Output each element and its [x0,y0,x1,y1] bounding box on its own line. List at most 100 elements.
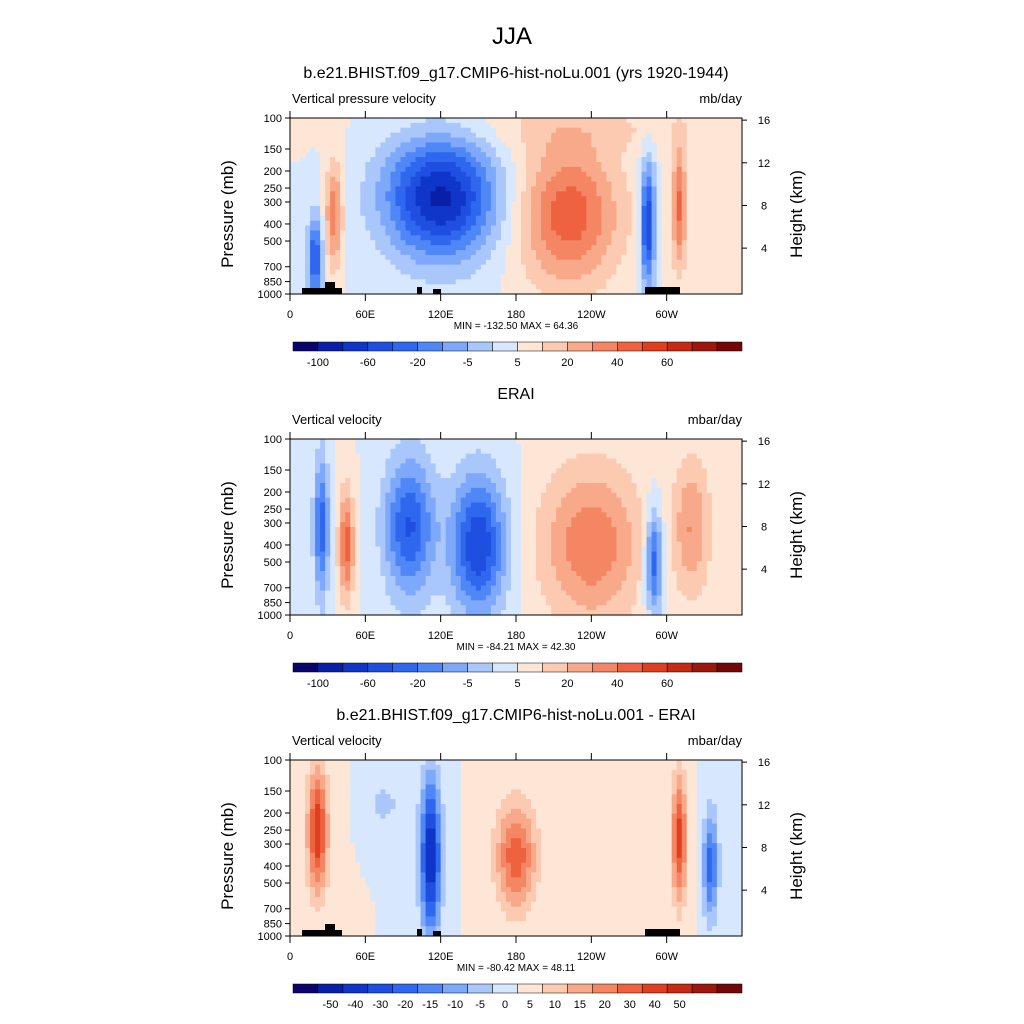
heatmap-cell [380,284,387,290]
heatmap-cell [556,157,562,163]
heatmap-cell [581,230,587,236]
heatmap-cell [736,215,743,222]
heatmap-cell [380,502,387,509]
heatmap-cell [470,279,477,285]
heatmap-cell [455,458,462,465]
heatmap-cell [425,453,432,460]
heatmap-cell [656,191,663,197]
heatmap-cell [290,118,296,124]
heatmap-cell [736,132,743,139]
heatmap-cell [380,443,387,450]
heatmap-cell [335,536,341,543]
heatmap-cell [460,274,467,280]
heatmap-cell [505,605,512,611]
heatmap-cell [516,571,522,577]
heatmap-cell [365,458,371,465]
heatmap-cell [465,522,472,528]
heatmap-cell [581,259,587,266]
heatmap-cell [556,137,562,144]
heatmap-cell [521,453,527,460]
heatmap-cell [455,483,462,489]
heatmap-cell [370,468,376,474]
heatmap-cell [365,492,371,499]
heatmap-cell [521,269,527,276]
heatmap-cell [455,235,462,241]
heatmap-cell [440,254,447,261]
heatmap-cell [551,191,557,197]
heatmap-cell [531,250,537,256]
heatmap-cell [505,517,512,523]
heatmap-cell [480,551,487,557]
heatmap-cell [305,254,311,261]
heatmap-cell [510,453,517,460]
heatmap-cell [721,225,728,232]
heatmap-cell [460,157,467,163]
heatmap-cell [581,181,587,188]
heatmap-cell [350,137,356,144]
heatmap-cell [425,522,432,528]
heatmap-cell [516,517,522,523]
heatmap-cell [325,181,331,188]
heatmap-cell [626,142,633,148]
heatmap-cell [295,245,301,251]
heatmap-cell [516,527,522,533]
heatmap-cell [736,127,743,134]
heatmap-cell [430,186,437,192]
heatmap-cell [561,250,567,256]
heatmap-cell [606,142,613,148]
heatmap-cell [505,181,512,188]
heatmap-cell [490,448,497,455]
heatmap-cell [330,492,336,499]
heatmap-cell [295,478,301,484]
heatmap-cell [480,176,487,183]
heatmap-cell [726,122,733,129]
heatmap-cell [711,127,718,134]
heatmap-cell [395,152,402,158]
heatmap-cell [731,132,738,139]
heatmap-cell [601,186,607,192]
heatmap-cell [405,220,412,227]
heatmap-cell [315,546,321,553]
heatmap-cell [290,122,296,129]
heatmap-cell [551,171,557,178]
heatmap-cell [495,556,502,562]
heatmap-cell [596,176,602,183]
heatmap-cell [340,230,346,236]
heatmap-cell [731,137,738,144]
heatmap-cell [385,487,392,494]
heatmap-cell [681,157,688,163]
heatmap-cell [450,536,457,543]
heatmap-cell [651,201,658,207]
heatmap-cell [325,250,331,256]
heatmap-cell [340,269,346,276]
heatmap-cell [435,580,442,587]
heatmap-cell [380,585,387,592]
heatmap-cell [430,137,437,144]
heatmap-cell [460,210,467,217]
heatmap-cell [606,186,613,192]
heatmap-cell [621,225,628,232]
heatmap-cell [450,448,457,455]
heatmap-cell [405,171,412,178]
heatmap-cell [415,483,422,489]
heatmap-cell [500,497,507,504]
heatmap-cell [375,595,381,601]
heatmap-cell [360,215,366,222]
heatmap-cell [435,220,442,227]
heatmap-cell [440,585,447,592]
heatmap-cell [651,196,658,202]
heatmap-cell [521,235,527,241]
heatmap-cell [731,245,738,251]
heatmap-cell [490,483,497,489]
heatmap-cell [455,595,462,601]
heatmap-cell [631,171,638,178]
heatmap-cell [475,473,482,479]
heatmap-cell [691,122,698,129]
heatmap-cell [405,201,412,207]
heatmap-cell [420,571,427,577]
heatmap-cell [395,274,402,280]
heatmap-cell [315,250,321,256]
heatmap-cell [305,580,311,587]
heatmap-cell [671,210,678,217]
heatmap-cell [370,186,376,192]
